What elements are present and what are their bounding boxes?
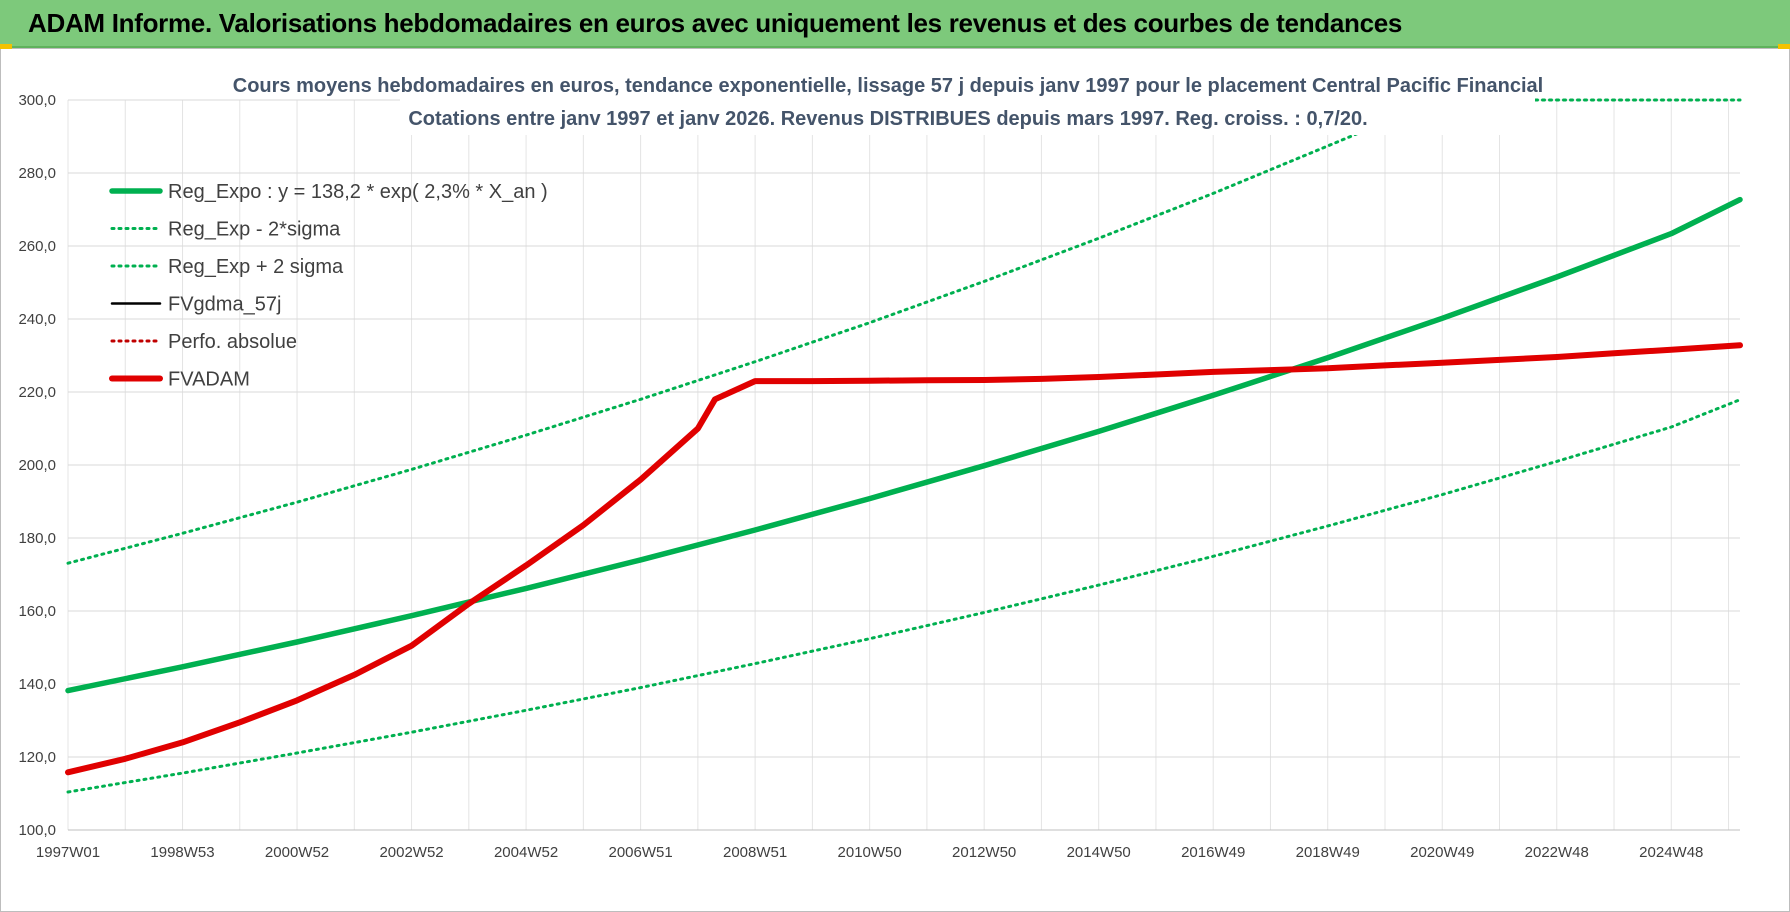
corner-marker-right [1778, 44, 1790, 49]
x-tick-label: 2014W50 [1067, 844, 1131, 861]
corner-marker-left [0, 44, 12, 49]
chart-subtitle: Cotations entre janv 1997 et janv 2026. … [408, 108, 1367, 130]
x-tick-label: 2012W50 [952, 844, 1016, 861]
x-tick-label: 2000W52 [265, 844, 329, 861]
subtitle-background [400, 62, 1535, 135]
x-tick-label: 2018W49 [1296, 844, 1360, 861]
legend-label: Reg_Exp - 2*sigma [168, 219, 341, 241]
series-line [66, 98, 1742, 565]
y-tick-label: 220,0 [18, 384, 56, 401]
legend-label: Perfo. absolue [168, 331, 297, 353]
x-tick-label: 2008W51 [723, 844, 787, 861]
series-line [65, 342, 1743, 776]
y-tick-label: 200,0 [18, 457, 56, 474]
title-bar: ADAM Informe. Valorisations hebdomadaire… [0, 0, 1790, 48]
series-layer [65, 98, 1743, 794]
legend: Reg_Expo : y = 138,2 * exp( 2,3% * X_an … [109, 181, 548, 391]
series-line [65, 196, 1743, 694]
y-tick-label: 120,0 [18, 749, 56, 766]
x-tick-label: 1997W01 [36, 844, 100, 861]
axis-labels: 100,0 120,0 140,0 160,0 180,0 200,0 220,0 240,0… [18, 92, 1703, 861]
y-tick-label: 160,0 [18, 603, 56, 620]
x-tick-label: 2006W51 [608, 844, 672, 861]
series-line [66, 398, 1742, 794]
legend-label: FVADAM [168, 369, 250, 391]
legend-label: Reg_Exp + 2 sigma [168, 256, 344, 278]
chart-title: Cours moyens hebdomadaires en euros, ten… [233, 75, 1543, 97]
y-tick-label: 100,0 [18, 822, 56, 839]
grid [67, 99, 1740, 831]
page-title: ADAM Informe. Valorisations hebdomadaire… [28, 8, 1403, 38]
x-tick-label: 2016W49 [1181, 844, 1245, 861]
x-tick-label: 2022W48 [1525, 844, 1589, 861]
legend-label: FVgdma_57j [168, 294, 281, 316]
x-tick-label: 1998W53 [150, 844, 214, 861]
y-tick-label: 260,0 [18, 238, 56, 255]
x-tick-label: 2002W52 [379, 844, 443, 861]
y-tick-label: 180,0 [18, 530, 56, 547]
x-tick-label: 2004W52 [494, 844, 558, 861]
x-tick-label: 2020W49 [1410, 844, 1474, 861]
y-tick-label: 280,0 [18, 165, 56, 182]
y-tick-label: 300,0 [18, 92, 56, 109]
y-tick-label: 140,0 [18, 676, 56, 693]
x-tick-label: 2024W48 [1639, 844, 1703, 861]
legend-label: Reg_Expo : y = 138,2 * exp( 2,3% * X_an … [168, 181, 548, 203]
y-tick-label: 240,0 [18, 311, 56, 328]
x-tick-label: 2010W50 [838, 844, 902, 861]
